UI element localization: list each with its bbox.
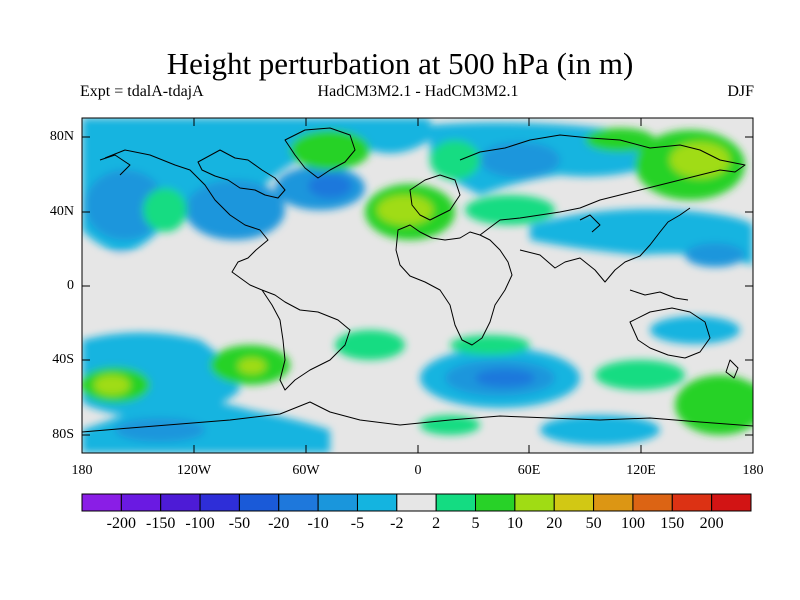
colorbar-swatch (120, 493, 162, 512)
lon-label-60w: 60W (292, 463, 320, 478)
colorbar-label: -150 (146, 515, 176, 532)
region-ne-asia-core (670, 142, 730, 178)
lat-label-0: 0 (67, 278, 74, 293)
lon-ticks (81, 118, 754, 453)
experiment-label: Expt = tdalA-tdajA (80, 83, 204, 100)
coastline-africa (395, 224, 513, 346)
colorbar-label: 100 (620, 515, 645, 532)
coastline-scandinavia (409, 174, 461, 221)
region-south-atlantic-positive (335, 330, 405, 360)
region-greenland-positive (290, 130, 370, 170)
colorbar-label: -10 (307, 515, 329, 532)
lat-ticks (82, 136, 753, 436)
region-pacific-core (685, 243, 745, 267)
colorbar-label: 20 (546, 515, 563, 532)
colorbar-label: 50 (585, 515, 602, 532)
region-indian-ocean-center (475, 369, 535, 387)
colorbar (81, 493, 752, 512)
coastline-black-sea (579, 214, 601, 233)
region-europe-core (377, 195, 433, 225)
lon-label-180w: 180 (71, 463, 93, 478)
colorbar-swatch (553, 493, 595, 512)
region-asia-positive (465, 195, 555, 225)
colorbar-swatch (632, 493, 673, 512)
lon-label-180e: 180 (742, 463, 764, 478)
coastline-australia (629, 307, 711, 359)
colorbar-swatch (278, 493, 319, 512)
anomaly-field (82, 118, 753, 453)
colorbar-swatch (356, 493, 398, 512)
coastline-indonesia (629, 289, 689, 301)
colorbar-swatch (317, 493, 358, 512)
region-canada-negative (185, 180, 285, 240)
region-siberia-core (480, 142, 560, 178)
coastline-americas (104, 149, 351, 391)
colorbar-label: 10 (506, 515, 523, 532)
coastline-greenland (284, 127, 356, 179)
colorbar-swatch (475, 493, 516, 512)
colorbar-swatch (199, 493, 240, 512)
colorbar-label: 150 (660, 515, 685, 532)
colorbar-label: -20 (268, 515, 290, 532)
lon-label-60e: 60E (517, 463, 541, 478)
lon-label-120e: 120E (626, 463, 656, 478)
colorbar-swatch (238, 493, 280, 512)
coastline-south-asia (519, 207, 691, 283)
colorbar-label: 2 (432, 515, 441, 532)
region-weddell-positive (420, 415, 480, 435)
lat-label-40s: 40S (52, 352, 74, 367)
colorbar-swatch (396, 493, 437, 512)
colorbar-swatch (435, 493, 477, 512)
lat-label-80s: 80S (52, 427, 74, 442)
colorbar-swatch (160, 493, 201, 512)
region-s-indian-negative (540, 415, 660, 445)
colorbar-label: -100 (185, 515, 215, 532)
colorbar-label: -5 (350, 515, 365, 532)
coastline-eurasia-north (459, 134, 746, 236)
region-tropics-neutral (100, 255, 140, 285)
region-south-africa-positive (450, 335, 530, 355)
lat-label-40n: 40N (49, 204, 74, 219)
region-s-pacific-positive (725, 382, 753, 418)
coastline-alaska (99, 154, 131, 176)
colorbar-label: 200 (699, 515, 724, 532)
region-s-indian-positive (595, 360, 685, 390)
model-label: HadCM3M2.1 - HadCM3M2.1 (317, 83, 519, 100)
colorbar-swatch (593, 493, 634, 512)
region-se-pacific-core (94, 375, 130, 395)
region-antarctic-core (115, 418, 205, 442)
colorbar-swatch (514, 493, 555, 512)
chart-title: Height perturbation at 500 hPa (in m) (166, 46, 634, 81)
colorbar-swatch (671, 493, 713, 512)
coastline-hudson-bay (197, 149, 286, 199)
anomaly-shading (82, 118, 753, 453)
colorbar-label: -200 (106, 515, 136, 532)
colorbar-swatch (81, 493, 122, 512)
colorbar-label: -50 (228, 515, 251, 532)
region-scandinavia-positive (430, 140, 480, 180)
region-alaska-positive (143, 188, 187, 232)
lon-label-120w: 120W (176, 463, 212, 478)
colorbar-label: -2 (390, 515, 404, 532)
colorbar-label: 5 (471, 515, 480, 532)
coastline-antarctica (81, 401, 754, 433)
region-australia-negative (650, 316, 740, 344)
region-south-america-core (238, 358, 266, 374)
lon-label-0: 0 (414, 463, 422, 478)
lat-label-80n: 80N (49, 129, 74, 144)
region-north-atlantic-core (308, 174, 352, 198)
region-alaska-negative (85, 170, 165, 240)
coastlines (81, 127, 754, 433)
season-label: DJF (727, 83, 754, 100)
colorbar-swatch (711, 493, 752, 512)
coastline-new-zealand (725, 359, 739, 379)
